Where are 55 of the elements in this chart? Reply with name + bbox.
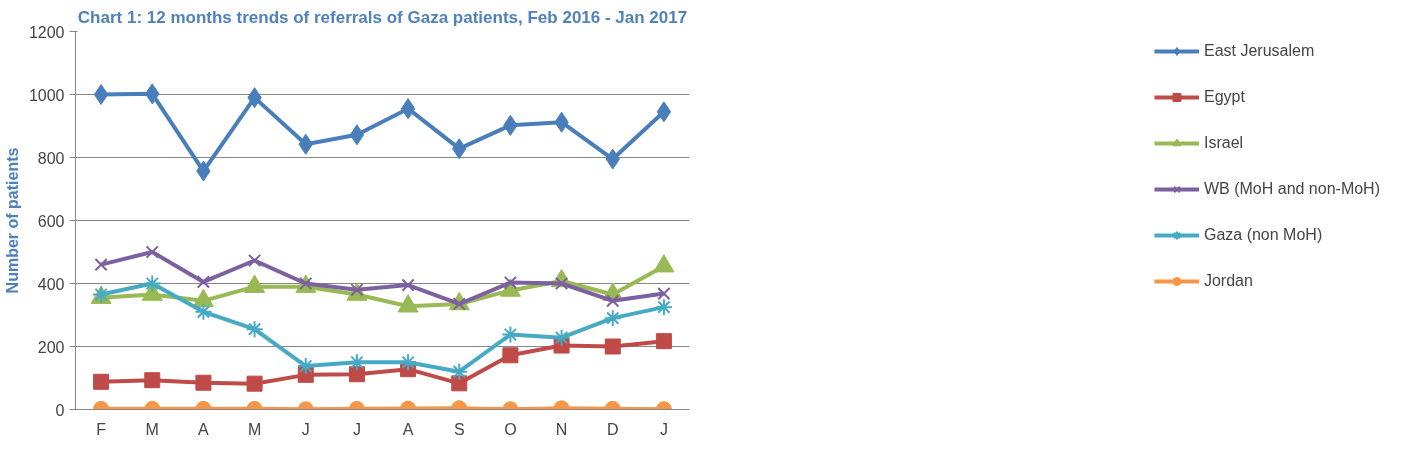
point [245,320,264,339]
point [194,302,213,321]
x-tick-label: N [555,420,568,438]
x-tick-label: F [96,420,107,438]
y-axis-title: Number of patients [3,147,21,294]
y-tick-label: 600 [37,212,65,230]
point [606,294,620,308]
point [247,253,262,268]
point [143,274,162,293]
point [349,124,365,146]
point [450,362,469,381]
point [451,375,468,392]
x-tick-label: O [504,420,517,438]
point [502,347,519,364]
legend-label: Egypt [1203,88,1245,106]
point [246,375,263,392]
x-tick-label: S [453,420,465,438]
x-tick-label: A [198,420,210,438]
x-tick-label: D [606,420,619,438]
point [554,276,569,291]
y-tick-label: 1200 [28,23,65,41]
point [657,286,671,301]
x-tick-label: J [659,420,668,438]
legend-label: Israel [1203,134,1244,152]
legend-label: WB (MoH and non-MoH) [1203,180,1380,198]
y-tick-label: 400 [37,275,65,293]
legend-label: Jordan [1203,272,1253,290]
point [604,338,621,355]
point [401,278,415,292]
y-tick-label: 200 [37,338,65,356]
x-tick-label: J [352,420,361,438]
legend-label: Gaza (non MoH) [1203,226,1323,244]
y-tick-label: 1000 [28,86,65,104]
point [348,366,365,383]
point [145,245,159,259]
point [656,101,672,123]
point [603,309,622,328]
point [196,275,211,289]
point [94,257,108,272]
point [144,372,161,389]
point [655,333,672,350]
x-tick-label: J [301,420,310,438]
y-tick-label: 800 [37,149,65,167]
legend-label: East Jerusalem [1203,42,1315,60]
chart-title: Chart 1: 12 months trends of referrals of Gaza patients, Feb 2016 - Jan 2017 [77,7,688,27]
x-tick-label: M [145,420,159,438]
point [654,298,673,317]
point [195,374,212,391]
point [400,98,416,120]
y-tick-label: 0 [55,401,65,419]
x-tick-label: A [402,420,414,438]
point [93,373,110,390]
x-tick-label: M [247,420,262,438]
point [399,353,418,372]
point [93,84,109,105]
